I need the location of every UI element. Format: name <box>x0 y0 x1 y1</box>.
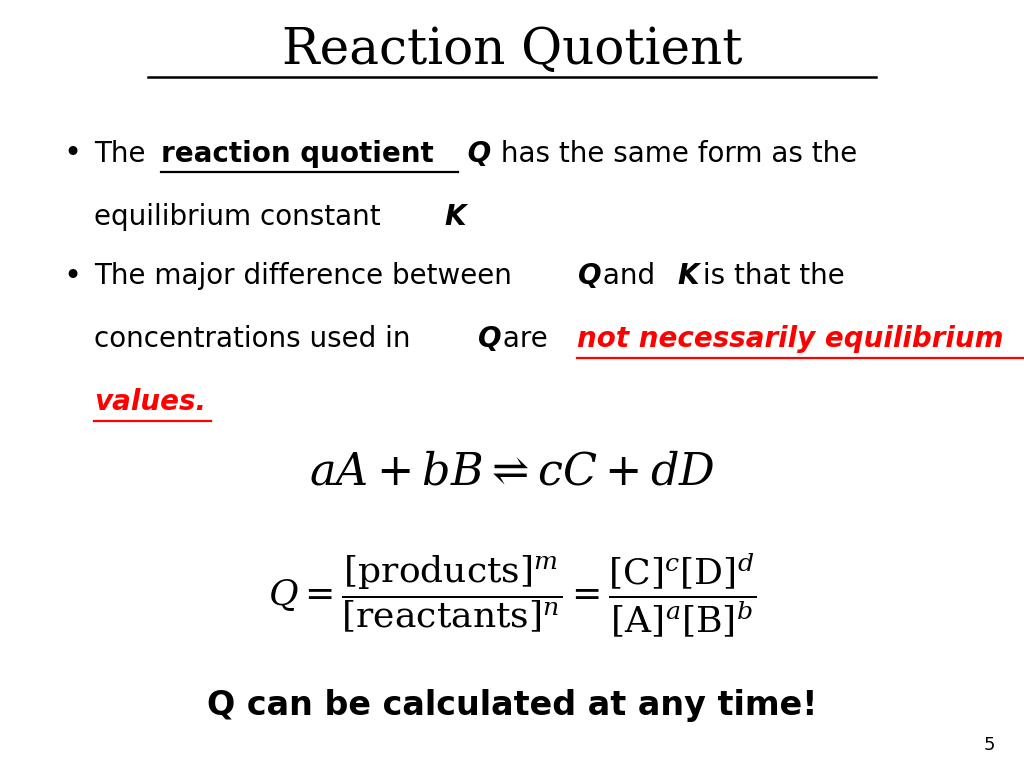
Text: 5: 5 <box>984 737 995 754</box>
Text: The: The <box>94 140 155 167</box>
Text: is that the: is that the <box>694 263 845 290</box>
Text: K: K <box>678 263 699 290</box>
Text: Q can be calculated at any time!: Q can be calculated at any time! <box>207 689 817 721</box>
Text: K: K <box>444 203 466 230</box>
Text: The major difference between: The major difference between <box>94 263 521 290</box>
Text: not necessarily equilibrium: not necessarily equilibrium <box>578 326 1004 353</box>
Text: are: are <box>495 326 557 353</box>
Text: has the same form as the: has the same form as the <box>492 140 857 167</box>
Text: concentrations used in: concentrations used in <box>94 326 420 353</box>
Text: Reaction Quotient: Reaction Quotient <box>282 25 742 74</box>
Text: Q: Q <box>578 263 601 290</box>
Text: $Q = \dfrac{[\mathrm{products}]^{m}}{[\mathrm{reactants}]^{n}} = \dfrac{[\mathrm: $Q = \dfrac{[\mathrm{products}]^{m}}{[\m… <box>268 551 756 639</box>
Text: reaction quotient: reaction quotient <box>161 140 433 167</box>
Text: Q: Q <box>459 140 492 167</box>
Text: and: and <box>594 263 665 290</box>
Text: values.: values. <box>94 389 206 416</box>
Text: Q: Q <box>477 326 501 353</box>
Text: •: • <box>63 262 82 291</box>
Text: equilibrium constant: equilibrium constant <box>94 203 390 230</box>
Text: $aA + bB \rightleftharpoons cC + dD$: $aA + bB \rightleftharpoons cC + dD$ <box>309 451 715 494</box>
Text: •: • <box>63 139 82 168</box>
